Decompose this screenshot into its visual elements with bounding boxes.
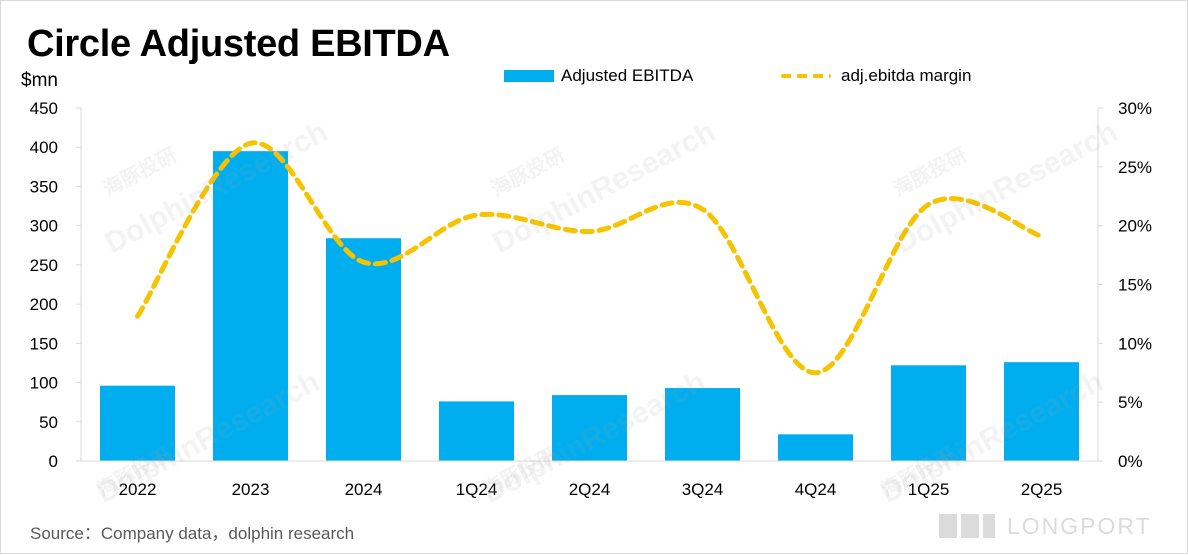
- x-axis-category-label: 2022: [119, 480, 157, 499]
- bar-adjusted-ebitda: [326, 238, 401, 461]
- x-axis-category-label: 4Q24: [795, 480, 837, 499]
- right-y-tick-label: 20%: [1118, 217, 1152, 236]
- left-y-tick-label: 350: [30, 177, 58, 196]
- bar-adjusted-ebitda: [778, 434, 853, 461]
- x-axis-category-label: 2Q25: [1021, 480, 1063, 499]
- x-axis-category-label: 2024: [345, 480, 383, 499]
- bar-adjusted-ebitda: [1004, 362, 1079, 461]
- x-axis-category-label: 1Q24: [456, 480, 498, 499]
- longport-logo: LONGPORT: [939, 509, 1179, 543]
- bar-adjusted-ebitda: [213, 151, 288, 461]
- left-y-tick-label: 200: [30, 295, 58, 314]
- left-y-tick-label: 0: [49, 452, 58, 471]
- left-y-tick-label: 100: [30, 374, 58, 393]
- x-axis-category-label: 2Q24: [569, 480, 611, 499]
- left-y-tick-label: 450: [30, 99, 58, 118]
- source-note: Source：Company data，dolphin research: [30, 519, 354, 544]
- left-y-tick-label: 50: [39, 413, 58, 432]
- left-y-tick-label: 250: [30, 256, 58, 275]
- longport-logo-icon: [939, 514, 995, 538]
- bar-adjusted-ebitda: [891, 365, 966, 461]
- bars-layer: [100, 151, 1079, 461]
- bar-adjusted-ebitda: [439, 401, 514, 461]
- x-axis-category-label: 2023: [232, 480, 270, 499]
- bar-adjusted-ebitda: [665, 388, 740, 461]
- longport-logo-text: LONGPORT: [1007, 513, 1152, 540]
- x-axis-category-label: 3Q24: [682, 480, 724, 499]
- right-y-tick-label: 0%: [1118, 452, 1143, 471]
- right-y-tick-label: 10%: [1118, 334, 1152, 353]
- x-axis-category-label: 1Q25: [908, 480, 950, 499]
- right-y-tick-label: 5%: [1118, 393, 1143, 412]
- right-y-tick-label: 15%: [1118, 276, 1152, 295]
- right-y-tick-label: 25%: [1118, 158, 1152, 177]
- left-y-tick-label: 300: [30, 217, 58, 236]
- right-y-tick-label: 30%: [1118, 99, 1152, 118]
- left-y-tick-label: 400: [30, 138, 58, 157]
- bar-adjusted-ebitda: [100, 386, 175, 461]
- left-y-tick-label: 150: [30, 334, 58, 353]
- bar-adjusted-ebitda: [552, 395, 627, 461]
